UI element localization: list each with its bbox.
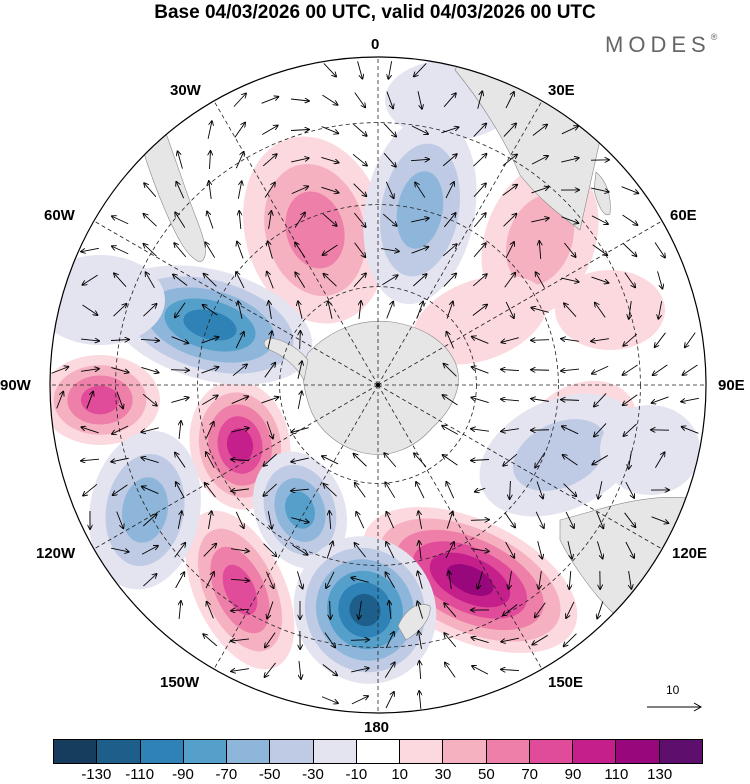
wind-vector-260: [471, 520, 489, 521]
anomaly-contour-3-3: [81, 386, 119, 415]
colorbar-tick-8: 30: [435, 766, 452, 783]
colorbar-tick-1: -110: [125, 766, 154, 783]
colorbar-tick-0: -130: [81, 766, 111, 783]
lon-label-120e: 120E: [672, 545, 707, 562]
colorbar-tick-13: 130: [647, 766, 672, 783]
wind-vector-148: [531, 340, 549, 341]
wind-vector-322: [351, 640, 369, 641]
lon-label-150w: 150W: [160, 674, 199, 691]
reference-vector-arrow: [645, 683, 705, 713]
colorbar-segment-7: [357, 740, 400, 763]
colorbar-tick-4: -50: [259, 766, 281, 783]
colorbar-segment-5: [270, 740, 313, 763]
colorbar-tick-10: 70: [521, 766, 538, 783]
colorbar-ticks: -130 -110 -90 -70 -50 -30 -10 10 30 50 70 90 110 130: [0, 766, 750, 784]
lon-label-30e: 30E: [548, 82, 575, 99]
colorbar-tick-5: -30: [302, 766, 324, 783]
colorbar-segment-3: [184, 740, 227, 763]
colorbar-segment-12: [573, 740, 616, 763]
colorbar-tick-2: -90: [172, 766, 194, 783]
colorbar: [53, 739, 703, 764]
colorbar-tick-9: 50: [478, 766, 495, 783]
lon-label-60w: 60W: [44, 207, 75, 224]
polar-map: [0, 0, 750, 735]
south-pole-dot: [376, 383, 380, 387]
colorbar-tick-12: 110: [604, 766, 628, 783]
colorbar-segment-13: [616, 740, 659, 763]
lon-label-0: 0: [371, 36, 379, 53]
colorbar-tick-11: 90: [565, 766, 582, 783]
colorbar-segment-1: [97, 740, 140, 763]
colorbar-segment-2: [141, 740, 184, 763]
colorbar-segment-6: [314, 740, 357, 763]
anomaly-contour-8-0: [555, 270, 665, 350]
lon-label-60e: 60E: [670, 207, 697, 224]
lon-label-150e: 150E: [548, 674, 583, 691]
colorbar-tick-3: -70: [215, 766, 237, 783]
colorbar-segment-14: [660, 740, 702, 763]
colorbar-segment-8: [400, 740, 443, 763]
lon-label-120w: 120W: [36, 545, 75, 562]
colorbar-segment-4: [227, 740, 270, 763]
colorbar-segment-0: [54, 740, 97, 763]
colorbar-tick-6: -10: [345, 766, 367, 783]
colorbar-segment-11: [530, 740, 573, 763]
lon-label-90e: 90E: [718, 377, 745, 394]
lon-label-180: 180: [364, 719, 389, 736]
lon-label-90w: 90W: [0, 377, 31, 394]
colorbar-segment-9: [443, 740, 486, 763]
wind-vector-166: [531, 370, 549, 371]
lon-label-30w: 30W: [170, 82, 201, 99]
colorbar-segment-10: [487, 740, 530, 763]
colorbar-tick-7: 10: [391, 766, 408, 783]
anomaly-contour-17-0: [600, 405, 700, 495]
